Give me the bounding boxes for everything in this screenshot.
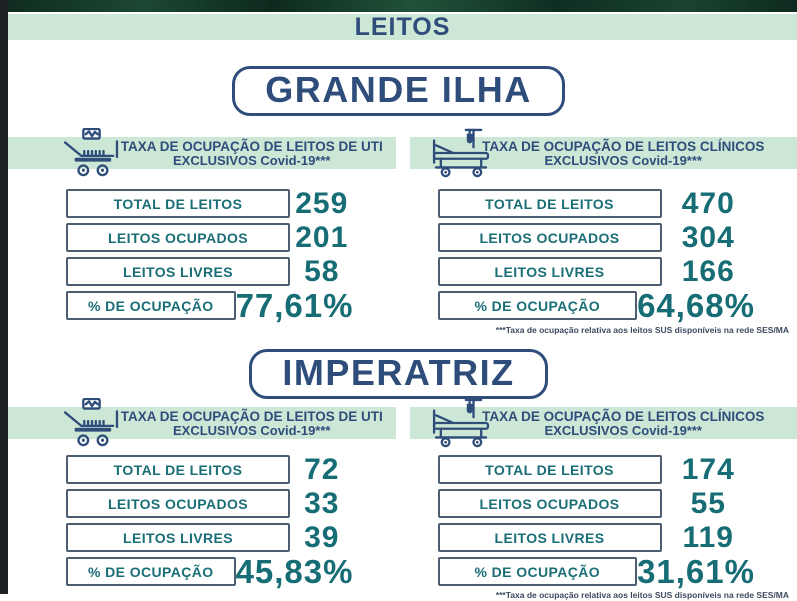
row-label: TOTAL DE LEITOS [438, 189, 662, 218]
panel-title-line2: EXCLUSIVOS Covid-19*** [121, 154, 383, 168]
row-label: LEITOS LIVRES [66, 257, 290, 286]
row-value: 259 [290, 189, 354, 218]
section-title: GRANDE ILHA [232, 66, 565, 116]
panel-header: TAXA DE OCUPAÇÃO DE LEITOS DE UTI EXCLUS… [8, 137, 396, 169]
row-label: TOTAL DE LEITOS [438, 455, 662, 484]
row-value: 77,61% [236, 291, 354, 320]
row-value: 39 [290, 523, 354, 552]
row-label: LEITOS LIVRES [438, 523, 662, 552]
row-label: TOTAL DE LEITOS [66, 455, 290, 484]
row-value: 470 [662, 189, 756, 218]
panel-title-line1: TAXA DE OCUPAÇÃO DE LEITOS DE UTI [121, 139, 383, 154]
section-grande-ilha: GRANDE ILHA [0, 66, 797, 336]
row-label: % DE OCUPAÇÃO [438, 291, 638, 320]
table-row: % DE OCUPAÇÃO 64,68% [410, 291, 797, 320]
left-edge-strip [0, 0, 8, 594]
row-label: LEITOS OCUPADOS [66, 223, 290, 252]
table-row: LEITOS OCUPADOS 304 [410, 223, 797, 252]
table-row: LEITOS OCUPADOS 55 [410, 489, 797, 518]
panel-title-line1: TAXA DE OCUPAÇÃO DE LEITOS CLÍNICOS [482, 409, 764, 424]
table-row: LEITOS LIVRES 119 [410, 523, 797, 552]
panel-title-line1: TAXA DE OCUPAÇÃO DE LEITOS CLÍNICOS [482, 139, 764, 154]
footnote-text: ***Taxa de ocupação relativa aos leitos … [0, 590, 797, 601]
table-row: % DE OCUPAÇÃO 45,83% [8, 557, 396, 586]
row-value: 201 [290, 223, 354, 252]
row-label: LEITOS OCUPADOS [438, 489, 662, 518]
panel-uti: TAXA DE OCUPAÇÃO DE LEITOS DE UTI EXCLUS… [8, 407, 396, 586]
row-label: LEITOS OCUPADOS [66, 489, 290, 518]
row-value: 64,68% [637, 291, 755, 320]
top-decorative-band [0, 0, 797, 12]
uti-bed-icon [60, 128, 122, 178]
table-row: LEITOS OCUPADOS 201 [8, 223, 396, 252]
panel-clinicos: TAXA DE OCUPAÇÃO DE LEITOS CLÍNICOS EXCL… [410, 137, 797, 320]
row-value: 304 [662, 223, 756, 252]
section-title: IMPERATRIZ [249, 349, 547, 399]
row-value: 166 [662, 257, 756, 286]
row-value: 31,61% [637, 557, 755, 586]
panel-uti: TAXA DE OCUPAÇÃO DE LEITOS DE UTI EXCLUS… [8, 137, 396, 320]
row-value: 119 [662, 523, 756, 552]
panel-header: TAXA DE OCUPAÇÃO DE LEITOS CLÍNICOS EXCL… [410, 407, 797, 439]
page-title: LEITOS [355, 14, 451, 40]
row-value: 33 [290, 489, 354, 518]
row-label: TOTAL DE LEITOS [66, 189, 290, 218]
row-label: % DE OCUPAÇÃO [438, 557, 638, 586]
table-row: LEITOS OCUPADOS 33 [8, 489, 396, 518]
panel-header: TAXA DE OCUPAÇÃO DE LEITOS DE UTI EXCLUS… [8, 407, 396, 439]
row-value: 72 [290, 455, 354, 484]
panel-header: TAXA DE OCUPAÇÃO DE LEITOS CLÍNICOS EXCL… [410, 137, 797, 169]
row-value: 174 [662, 455, 756, 484]
row-label: LEITOS OCUPADOS [438, 223, 662, 252]
row-label: % DE OCUPAÇÃO [66, 557, 236, 586]
row-label: LEITOS LIVRES [438, 257, 662, 286]
panel-title-line2: EXCLUSIVOS Covid-19*** [121, 424, 383, 438]
table-row: TOTAL DE LEITOS 259 [8, 189, 396, 218]
row-label: % DE OCUPAÇÃO [66, 291, 236, 320]
hospital-bed-iv-icon [430, 128, 492, 178]
panel-title-line2: EXCLUSIVOS Covid-19*** [482, 154, 764, 168]
uti-bed-icon [60, 398, 122, 448]
table-row: % DE OCUPAÇÃO 77,61% [8, 291, 396, 320]
hospital-bed-iv-icon [430, 398, 492, 448]
table-row: LEITOS LIVRES 166 [410, 257, 797, 286]
row-value: 45,83% [236, 557, 354, 586]
table-row: LEITOS LIVRES 39 [8, 523, 396, 552]
row-label: LEITOS LIVRES [66, 523, 290, 552]
table-row: TOTAL DE LEITOS 72 [8, 455, 396, 484]
panel-title-line1: TAXA DE OCUPAÇÃO DE LEITOS DE UTI [121, 409, 383, 424]
page-title-band: LEITOS [8, 14, 797, 40]
section-imperatriz: IMPERATRIZ [0, 349, 797, 601]
table-row: TOTAL DE LEITOS 470 [410, 189, 797, 218]
panel-title-line2: EXCLUSIVOS Covid-19*** [482, 424, 764, 438]
footnote-text: ***Taxa de ocupação relativa aos leitos … [0, 325, 797, 336]
panel-clinicos: TAXA DE OCUPAÇÃO DE LEITOS CLÍNICOS EXCL… [410, 407, 797, 586]
table-row: TOTAL DE LEITOS 174 [410, 455, 797, 484]
table-row: % DE OCUPAÇÃO 31,61% [410, 557, 797, 586]
row-value: 58 [290, 257, 354, 286]
table-row: LEITOS LIVRES 58 [8, 257, 396, 286]
row-value: 55 [662, 489, 756, 518]
